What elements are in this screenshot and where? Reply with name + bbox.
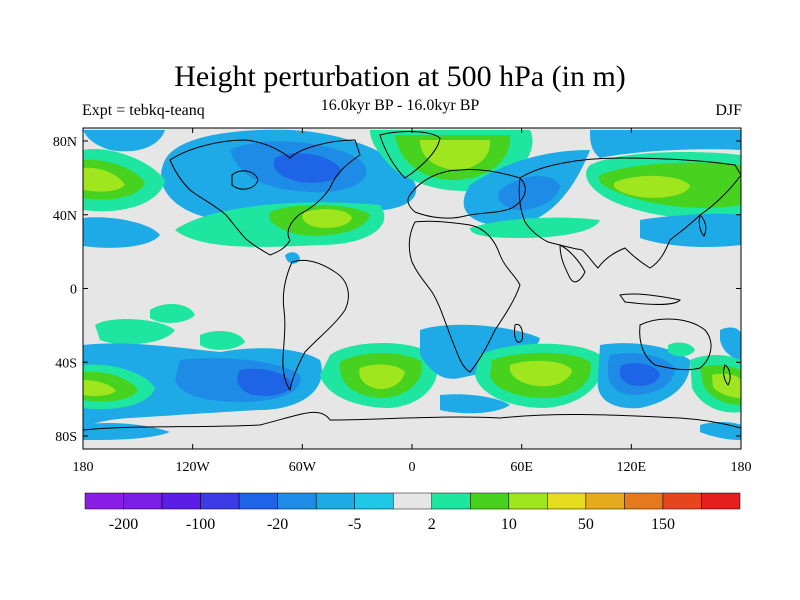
colorbar-label: 150 [651, 516, 675, 533]
latitude-axis: 80N 40N 0 40S 80S [53, 135, 741, 445]
colorbar-label: 50 [578, 516, 594, 533]
longitude-axis: 180 120W 60W 0 60E 120E 180 [73, 128, 752, 475]
contour-negative-europe-core [498, 175, 560, 211]
colorbar-label: -200 [109, 516, 138, 533]
lon-tick-label: 0 [409, 460, 416, 475]
colorbar-swatch [585, 492, 625, 510]
contour-positive-middle-east [470, 217, 600, 238]
coastline-south-america [282, 259, 349, 392]
coastline-europe [407, 169, 526, 219]
lon-tick-label: 120E [617, 460, 647, 475]
colorbar-swatch [277, 492, 317, 510]
contour-negative-south-indian [440, 394, 510, 414]
contour-negative-pacific-left [83, 130, 165, 152]
colorbar-swatch [315, 492, 355, 510]
lat-tick-label: 80S [55, 430, 77, 445]
contour-negative-pacific-north [640, 213, 741, 248]
contour-negative-south-pacific-center [237, 368, 292, 396]
contour-negative-south-africa [420, 324, 540, 379]
lat-tick-label: 40S [55, 356, 77, 371]
contour-negative-south-australia-center [619, 363, 660, 386]
colorbar-swatch [508, 492, 548, 510]
contour-negative-north-atlantic-center [273, 153, 341, 183]
lon-tick-label: 60W [289, 460, 317, 475]
colorbar-swatch [701, 492, 741, 510]
lon-tick-label: 60E [510, 460, 533, 475]
map-title: Height perturbation at 500 hPa (in m) [174, 60, 626, 93]
colorbar-swatch [123, 492, 163, 510]
colorbar-label: -20 [267, 516, 288, 533]
contour-negative-right-edge [720, 327, 741, 360]
contour-positive-subtropical-atlantic-core [302, 209, 352, 228]
coastline-antarctica [83, 411, 741, 431]
coastline-india [559, 244, 586, 283]
colorbar-swatch [200, 492, 240, 510]
coastline-asia [518, 157, 741, 269]
colorbar-label: -5 [348, 516, 361, 533]
coastline-australia [639, 318, 712, 371]
coastline-new-zealand [723, 364, 731, 386]
contour-positive-greenland-core [420, 140, 491, 170]
contour-positive-nz-small [668, 342, 695, 357]
contour-positive-tropical-pacific-2 [150, 303, 195, 323]
coastline-north-america [169, 139, 361, 256]
colorbar-swatch [84, 492, 124, 510]
contour-positive-indian-ocean-core [509, 360, 572, 387]
colorbar-swatch [624, 492, 664, 510]
lat-tick-label: 0 [70, 283, 77, 298]
colorbar-swatch [238, 492, 278, 510]
contour-positive-south-atlantic-core [359, 364, 405, 390]
contour-positive-southwest-pacific-core [83, 380, 116, 396]
colorbar-swatch [470, 492, 510, 510]
lat-tick-label: 40N [53, 209, 77, 224]
contour-positive-tasman-core [712, 373, 741, 398]
lon-tick-label: 120W [176, 460, 211, 475]
contour-positive-north-pacific-core [83, 167, 125, 192]
colorbar-swatch [662, 492, 702, 510]
coastline-madagascar [514, 323, 523, 343]
contour-negative-southern-ocean-east [700, 421, 741, 440]
coastline-hudson-bay [231, 170, 259, 190]
contour-negative-pacific-left-low [83, 217, 160, 248]
lat-tick-label: 80N [53, 135, 77, 150]
colorbar-swatch [392, 492, 433, 510]
colorbar-swatch [354, 492, 394, 510]
lon-tick-label: 180 [73, 460, 94, 475]
colorbar: -200 -100 -20 -5 2 10 50 150 [84, 492, 741, 533]
coastline-japan [698, 214, 707, 237]
coastline-indonesia [619, 293, 681, 305]
contour-negative-asia-arctic [590, 130, 741, 158]
contour-positive-asia-core [613, 175, 690, 198]
colorbar-swatch [431, 492, 471, 510]
contour-positive-tropical-pacific [95, 318, 175, 345]
coastline-africa [408, 220, 521, 373]
lon-tick-label: 180 [731, 460, 752, 475]
colorbar-swatch [547, 492, 587, 510]
colorbar-label: -100 [186, 516, 215, 533]
colorbar-swatch [161, 492, 201, 510]
map-subtitle: 16.0kyr BP - 16.0kyr BP [320, 97, 480, 114]
contour-positive-south-pacific [200, 330, 245, 350]
season-label: DJF [715, 102, 742, 119]
contour-fields [83, 129, 741, 440]
coastlines [83, 131, 741, 431]
colorbar-label: 2 [428, 516, 436, 533]
coastline-greenland [379, 131, 441, 179]
experiment-label: Expt = tebkq-teanq [82, 102, 205, 119]
colorbar-label: 10 [501, 516, 517, 533]
